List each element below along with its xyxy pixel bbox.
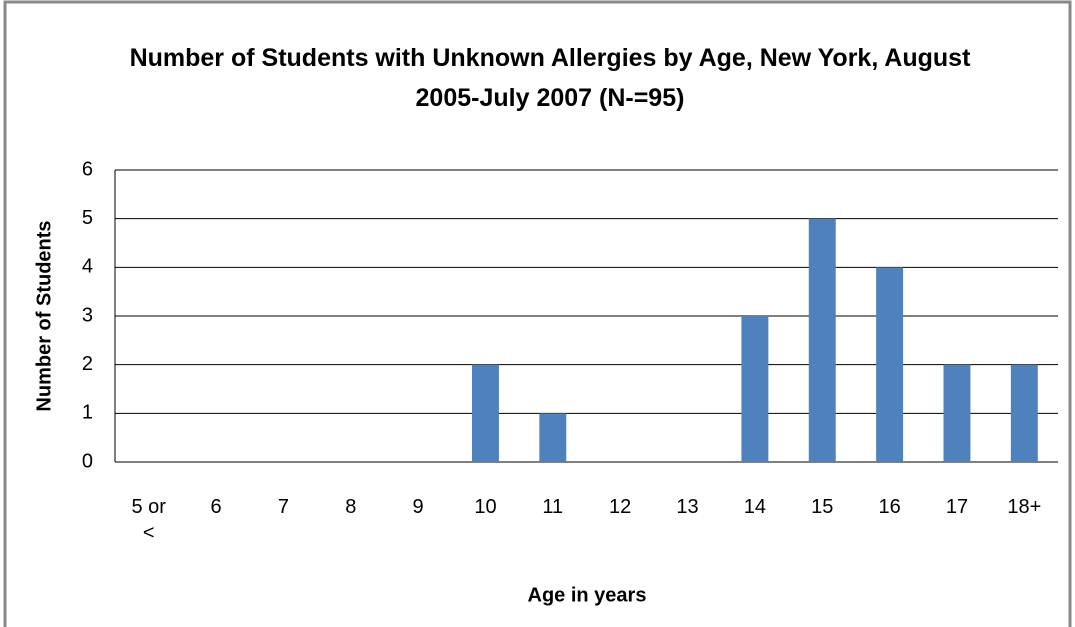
bar <box>741 316 769 462</box>
y-axis-title: Number of Students <box>33 220 55 411</box>
x-tick-label: 18+ <box>1007 496 1042 518</box>
x-tick-label: 6 <box>210 496 222 518</box>
bar <box>539 413 567 462</box>
chart-frame <box>3 0 1072 627</box>
bar <box>471 364 499 462</box>
x-tick-label: 7 <box>277 496 289 518</box>
y-tick-label: 3 <box>82 304 93 326</box>
chart-title: Number of Students with Unknown Allergie… <box>129 44 971 112</box>
x-tick-label: 17 <box>945 496 969 518</box>
x-tick-label: 14 <box>743 496 767 518</box>
x-tick-label: 5 or < <box>131 496 166 544</box>
x-tick-label: 10 <box>474 496 497 518</box>
x-tick-label: 12 <box>609 496 632 518</box>
x-tick-label: 11 <box>542 496 564 518</box>
x-tick-label: 16 <box>878 496 901 518</box>
y-tick-label: 5 <box>82 207 93 229</box>
y-tick-label: 6 <box>82 158 93 180</box>
bar <box>808 218 836 462</box>
bar <box>943 364 971 462</box>
y-tick-label: 1 <box>82 402 93 424</box>
x-tick-label: 9 <box>412 496 424 518</box>
x-tick-label: 15 <box>811 496 834 518</box>
y-tick-label: 4 <box>82 256 93 278</box>
y-tick-label: 0 <box>82 450 93 472</box>
x-tick-label: 8 <box>345 496 357 518</box>
x-tick-label: 13 <box>676 496 699 518</box>
y-tick-label: 2 <box>82 353 93 375</box>
bar <box>1010 364 1038 462</box>
bar <box>876 267 904 462</box>
x-axis-title: Age in years <box>528 584 647 606</box>
